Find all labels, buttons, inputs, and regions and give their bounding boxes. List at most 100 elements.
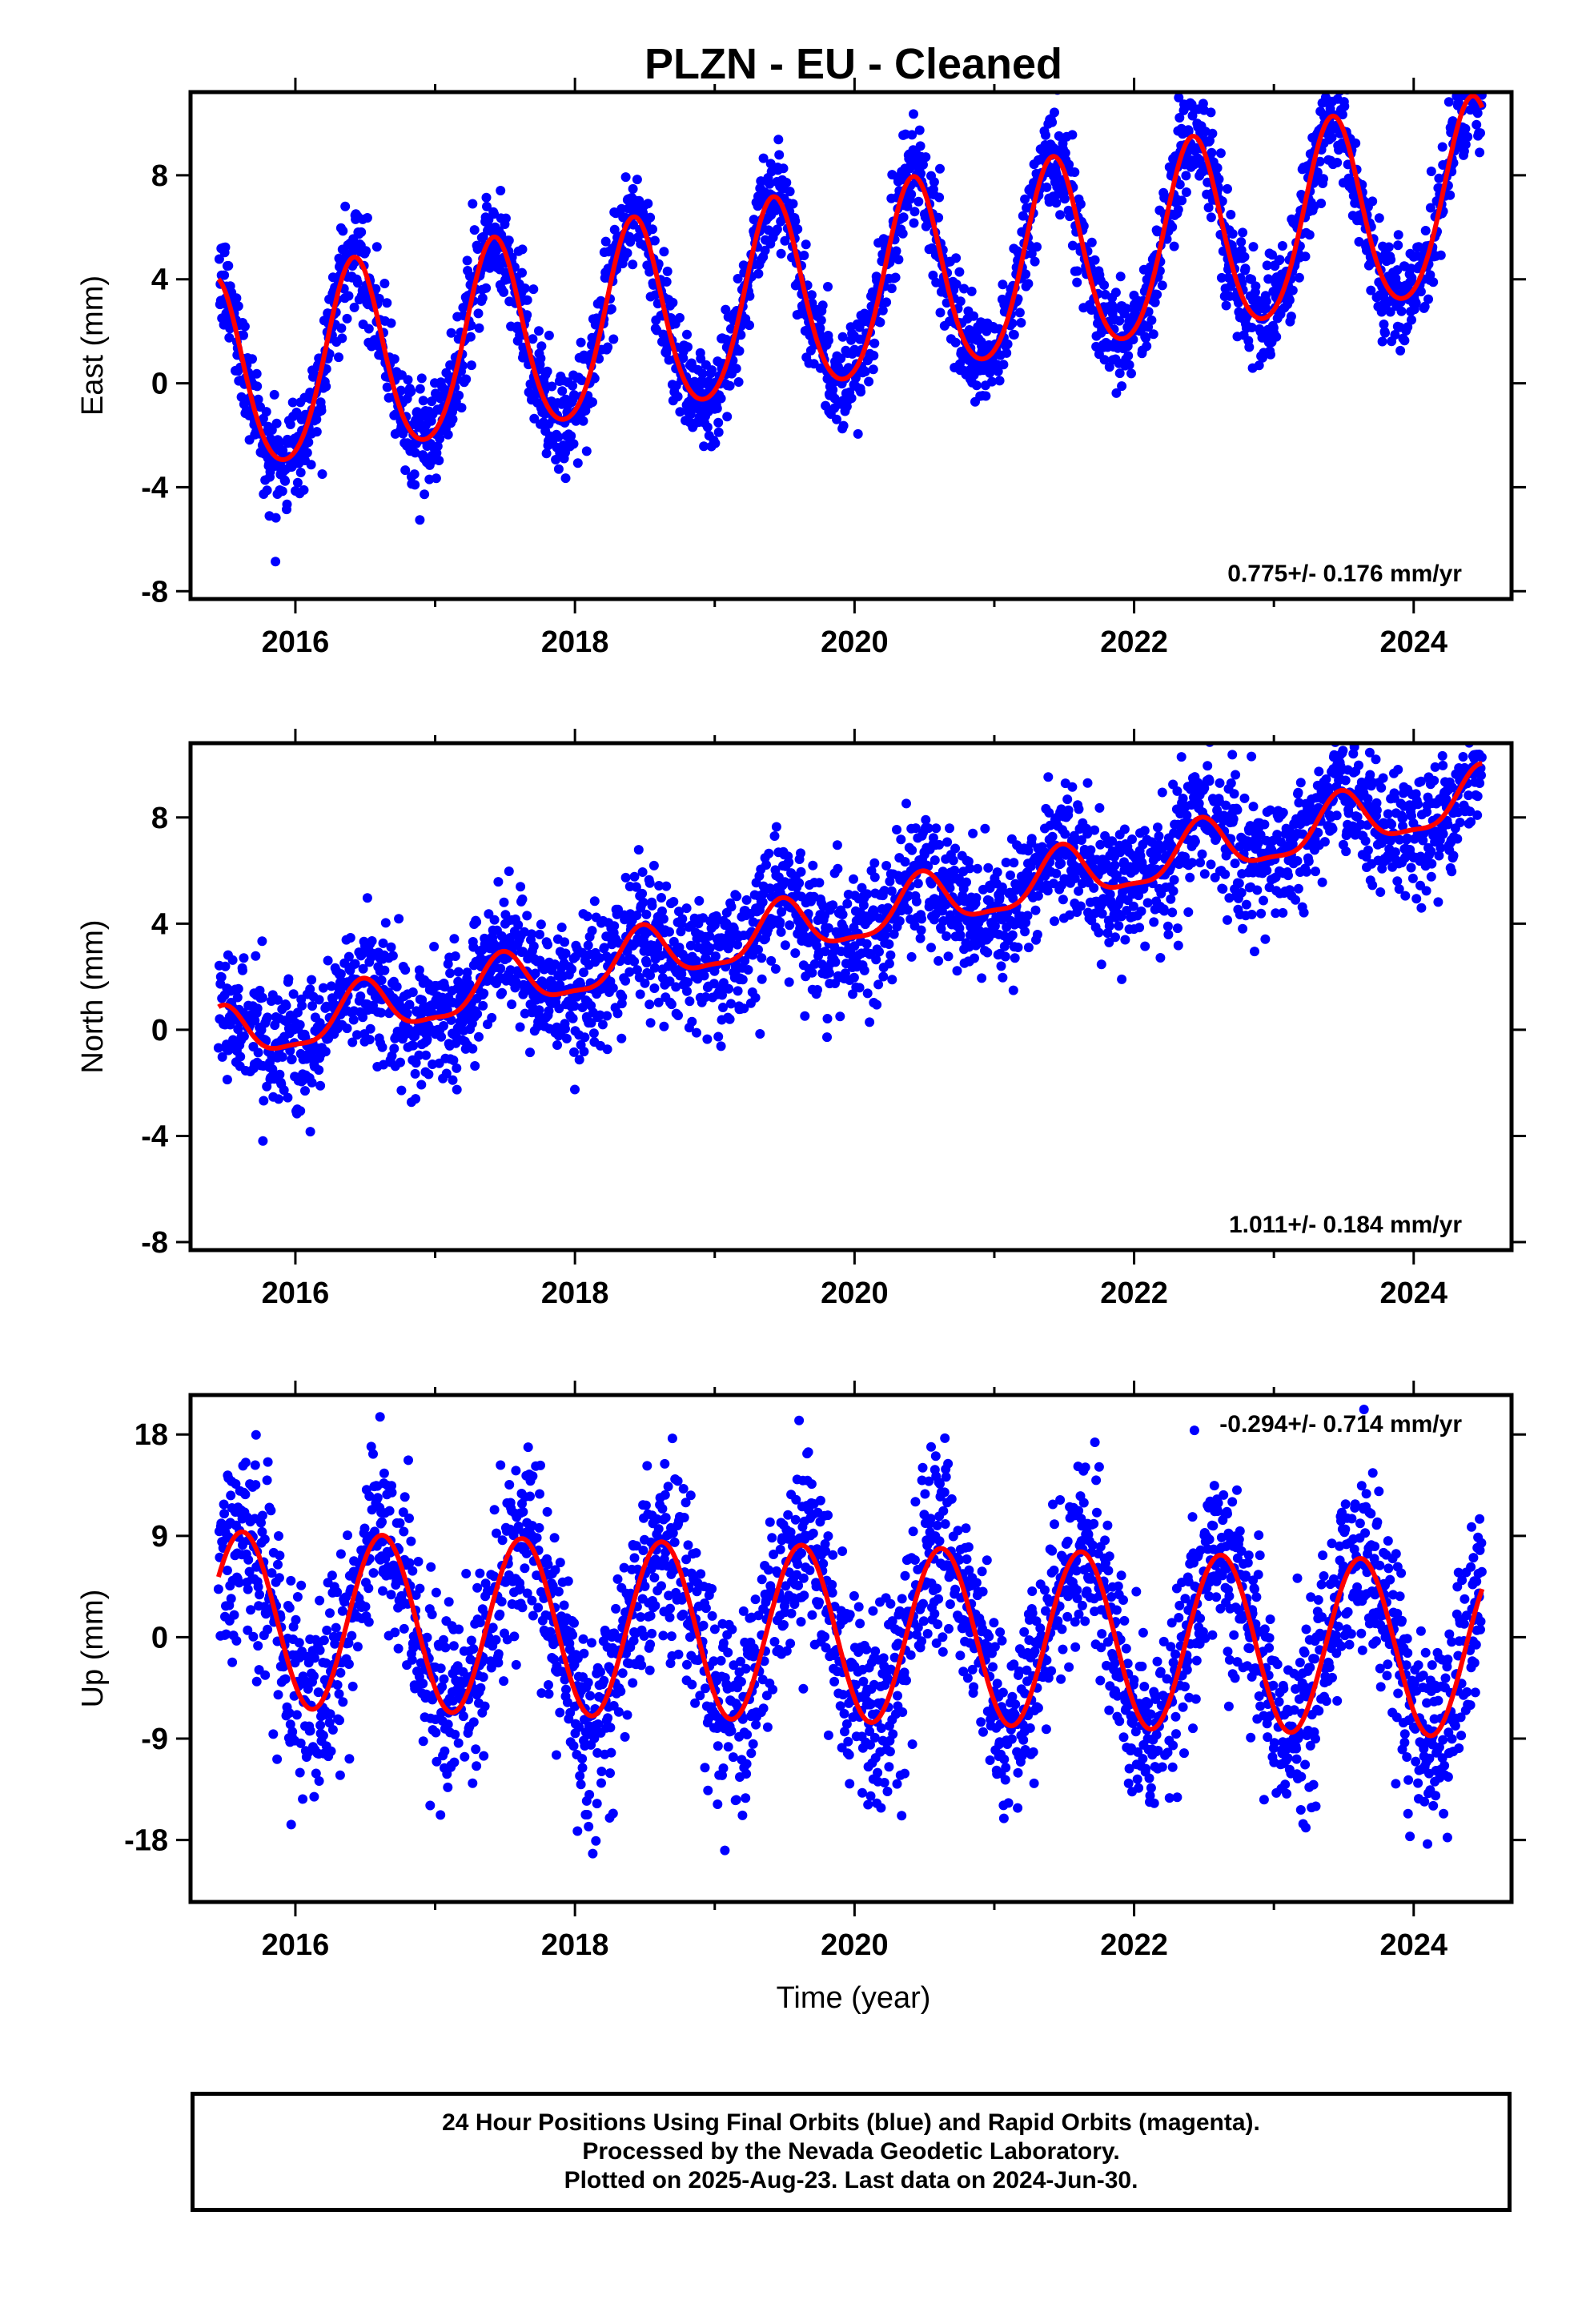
data-point [259, 1096, 269, 1106]
data-point [500, 213, 511, 223]
data-point [788, 199, 798, 209]
data-point [557, 386, 568, 396]
data-point [472, 1009, 483, 1019]
data-point [773, 135, 784, 145]
data-point [1238, 923, 1248, 934]
data-point [536, 353, 546, 364]
data-point [581, 446, 592, 456]
data-point [934, 212, 944, 223]
data-point [725, 380, 735, 391]
data-point [644, 999, 655, 1010]
data-point [942, 837, 953, 847]
data-point [1155, 953, 1166, 963]
data-point [541, 448, 552, 459]
data-point [977, 973, 987, 983]
data-point [1127, 834, 1137, 844]
data-point [415, 515, 425, 525]
data-point [907, 845, 917, 855]
data-point [1248, 802, 1259, 812]
data-point [1330, 72, 1339, 82]
data-point [687, 1016, 697, 1027]
data-point [382, 298, 392, 308]
data-point [869, 351, 879, 360]
data-point [239, 321, 250, 332]
data-point [1423, 294, 1433, 304]
data-point [410, 480, 420, 490]
data-point [755, 1029, 765, 1039]
data-point [906, 951, 917, 962]
data-point [1051, 198, 1062, 208]
data-point [637, 888, 648, 899]
data-point [1190, 836, 1200, 846]
data-point [420, 489, 430, 500]
data-point [823, 282, 833, 292]
data-point [295, 1106, 306, 1116]
data-point [741, 895, 752, 905]
data-point [980, 823, 990, 834]
data-point [758, 153, 769, 163]
data-point [656, 893, 666, 903]
data-point [1009, 858, 1019, 868]
data-point [887, 975, 897, 985]
data-point [733, 377, 744, 387]
data-point [1051, 868, 1062, 879]
data-point [1458, 62, 1468, 72]
data-point [345, 933, 355, 943]
data-point [909, 207, 920, 217]
data-point [641, 958, 652, 968]
data-point [823, 336, 833, 346]
data-point [713, 417, 724, 428]
data-point [504, 866, 514, 876]
data-point [1047, 117, 1058, 127]
data-point [400, 465, 411, 476]
data-point [535, 929, 544, 939]
data-point [307, 975, 317, 985]
data-point [600, 236, 611, 247]
data-point [352, 278, 363, 288]
data-point [769, 831, 780, 841]
data-point [1420, 226, 1431, 235]
data-point [1266, 349, 1275, 360]
data-point [1067, 782, 1078, 792]
data-point [1240, 263, 1251, 274]
data-point [314, 995, 324, 1005]
data-point [448, 414, 458, 424]
data-point [579, 1047, 589, 1057]
data-point [507, 999, 517, 1010]
data-point [1020, 927, 1030, 937]
data-point [745, 291, 755, 301]
data-point [1195, 858, 1206, 868]
data-point [420, 428, 431, 438]
data-point [1090, 255, 1100, 265]
data-point [588, 1028, 599, 1039]
data-point [1443, 97, 1454, 107]
data-point [873, 979, 884, 990]
data-point [645, 212, 656, 223]
data-point [269, 389, 279, 400]
data-point [616, 203, 627, 214]
data-point [1014, 308, 1025, 318]
data-point [705, 943, 715, 953]
data-point [760, 245, 770, 255]
data-point [881, 297, 892, 308]
data-point [348, 1015, 359, 1025]
data-point [465, 332, 476, 342]
data-point [658, 914, 669, 924]
data-point [665, 927, 674, 937]
data-point [1465, 43, 1475, 53]
data-point [929, 177, 939, 187]
data-point [1204, 776, 1215, 786]
data-point [909, 218, 919, 228]
data-point [274, 1094, 283, 1104]
data-point [1247, 751, 1257, 762]
data-point [982, 947, 993, 958]
data-point [945, 823, 954, 834]
data-point [1396, 306, 1407, 316]
data-point [969, 311, 979, 321]
data-point [796, 866, 806, 877]
data-point [713, 427, 724, 437]
data-point [902, 201, 913, 211]
data-point [572, 458, 583, 468]
data-point [869, 338, 880, 348]
data-point [1374, 213, 1384, 223]
